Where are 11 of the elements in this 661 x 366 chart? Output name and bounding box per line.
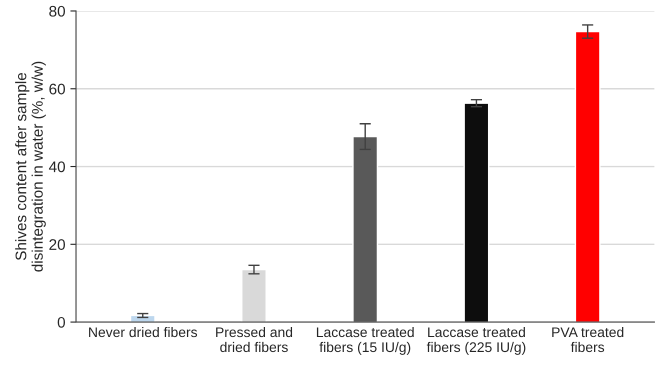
x-tick-label: PVA treated fibers <box>552 326 624 352</box>
y-tick-label: 80 <box>49 6 65 17</box>
x-tick-label: Laccase treated fibers (225 IU/g) <box>426 326 526 355</box>
y-tick-label: 20 <box>49 239 65 250</box>
y-tick-label: 0 <box>58 316 65 328</box>
x-tick-label: Never dried fibers <box>89 326 198 338</box>
y-axis-title: Shives content after sample disintegration in water (%, w/w) <box>15 62 46 272</box>
y-tick-label: 40 <box>48 161 65 172</box>
x-tick-label: Pressed and dried fibers <box>216 326 292 352</box>
y-tick-label: 60 <box>49 84 65 94</box>
x-tick-label: Laccase treated fibers (15 IU/g) <box>316 326 414 355</box>
